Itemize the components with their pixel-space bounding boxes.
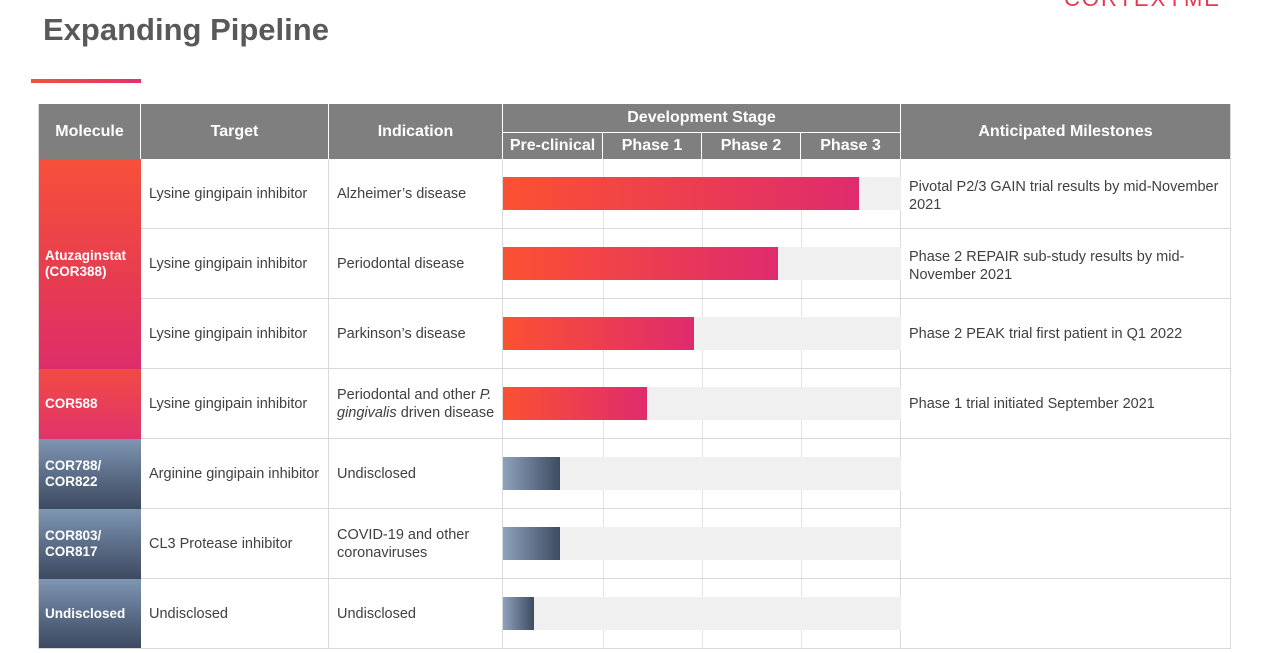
- stage-cell: [503, 369, 901, 438]
- header-milestones: Anticipated Milestones: [901, 104, 1230, 159]
- progress-track: [503, 247, 901, 280]
- progress-track: [503, 177, 901, 210]
- stage-cell: [503, 299, 901, 368]
- stage-cell: [503, 509, 901, 578]
- header-stage-phase2: Phase 2: [702, 132, 801, 159]
- target-cell: Undisclosed: [141, 579, 329, 648]
- table-row: Lysine gingipain inhibitor Periodontal a…: [39, 369, 1230, 439]
- indication-text-part: Periodontal and other: [337, 386, 476, 403]
- milestone-cell: [901, 509, 1230, 578]
- milestone-cell: [901, 439, 1230, 508]
- milestone-cell: [901, 579, 1230, 648]
- table-row: CL3 Protease inhibitor COVID-19 and othe…: [39, 509, 1230, 579]
- indication-cell: Parkinson’s disease: [329, 299, 503, 368]
- molecule-cell: Undisclosed: [39, 579, 141, 649]
- progress-bar: [503, 387, 648, 420]
- progress-track: [503, 597, 901, 630]
- molecule-cell: COR803/ COR817: [39, 509, 141, 579]
- indication-cell: COVID-19 and other coronaviruses: [329, 509, 503, 578]
- title-underline: [31, 79, 141, 83]
- progress-track: [503, 317, 901, 350]
- stage-cell: [503, 439, 901, 508]
- target-cell: Lysine gingipain inhibitor: [141, 229, 329, 298]
- molecule-cell: Atuzaginstat (COR388): [39, 159, 141, 369]
- pipeline-table: Molecule Target Indication Development S…: [38, 104, 1231, 649]
- stage-cell: [503, 159, 901, 228]
- indication-cell: Periodontal and other P. gingivalis driv…: [329, 369, 503, 438]
- target-cell: Lysine gingipain inhibitor: [141, 299, 329, 368]
- progress-bar: [503, 247, 779, 280]
- target-cell: Arginine gingipain inhibitor: [141, 439, 329, 508]
- company-logo: CORTEXYME: [1064, 0, 1221, 12]
- progress-bar: [503, 177, 859, 210]
- stage-cell: [503, 579, 901, 648]
- progress-track: [503, 527, 901, 560]
- table-row: Undisclosed Undisclosed: [39, 579, 1230, 649]
- table-row: Lysine gingipain inhibitor Alzheimer’s d…: [39, 159, 1230, 229]
- indication-cell: Periodontal disease: [329, 229, 503, 298]
- target-cell: Lysine gingipain inhibitor: [141, 159, 329, 228]
- header-stage-phase3: Phase 3: [801, 132, 901, 159]
- header-stage-phase1: Phase 1: [603, 132, 702, 159]
- indication-species: P. gingivalis: [337, 386, 492, 421]
- progress-bar: [503, 527, 560, 560]
- progress-bar: [503, 317, 695, 350]
- header-target: Target: [141, 104, 329, 159]
- indication-cell: Alzheimer’s disease: [329, 159, 503, 228]
- milestone-cell: Phase 1 trial initiated September 2021: [909, 395, 1155, 412]
- progress-track: [503, 387, 901, 420]
- header-indication: Indication: [329, 104, 503, 159]
- progress-bar: [503, 597, 535, 630]
- table-row: Lysine gingipain inhibitor Periodontal d…: [39, 229, 1230, 299]
- target-cell: CL3 Protease inhibitor: [141, 509, 329, 578]
- molecule-cell: COR588: [39, 369, 141, 439]
- header-molecule: Molecule: [39, 104, 141, 159]
- indication-cell: Undisclosed: [329, 579, 503, 648]
- indication-text: Periodontal and other P. gingivalis driv…: [337, 386, 496, 422]
- stage-cell: [503, 229, 901, 298]
- target-cell: Lysine gingipain inhibitor: [141, 369, 329, 438]
- progress-track: [503, 457, 901, 490]
- indication-text-part: driven disease: [400, 404, 495, 421]
- milestone-cell: Phase 2 REPAIR sub-study results by mid-…: [909, 249, 1185, 283]
- table-row: Lysine gingipain inhibitor Parkinson’s d…: [39, 299, 1230, 369]
- milestone-cell: Pivotal P2/3 GAIN trial results by mid-N…: [909, 179, 1219, 213]
- indication-cell: Undisclosed: [329, 439, 503, 508]
- molecule-cell: COR788/ COR822: [39, 439, 141, 509]
- progress-bar: [503, 457, 560, 490]
- milestone-cell: Phase 2 PEAK trial first patient in Q1 2…: [909, 325, 1183, 342]
- header-development-stage: Development Stage: [503, 104, 901, 132]
- table-row: Arginine gingipain inhibitor Undisclosed: [39, 439, 1230, 509]
- header-stage-preclinical: Pre-clinical: [503, 132, 603, 159]
- page-title: Expanding Pipeline: [43, 12, 329, 47]
